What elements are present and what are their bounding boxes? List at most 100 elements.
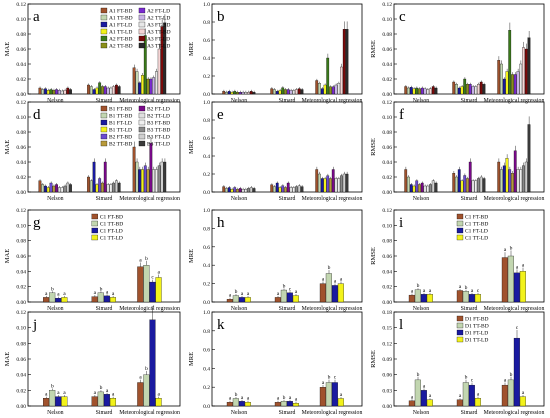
significance-letter: a <box>229 293 232 299</box>
bar <box>420 87 424 95</box>
bar <box>404 86 408 95</box>
bar <box>331 86 335 95</box>
bar <box>474 180 478 193</box>
bar <box>334 84 338 95</box>
bar <box>474 398 481 407</box>
category-label: Nelson <box>231 196 248 202</box>
bar <box>252 92 256 95</box>
bar <box>468 84 472 95</box>
y-tick-label: 0.2 <box>203 172 210 178</box>
y-tick-label: 0.04 <box>16 160 26 166</box>
legend-swatch <box>100 42 108 49</box>
bar <box>471 180 475 193</box>
bar <box>249 187 253 193</box>
y-tick-label: 0.10 <box>382 17 392 23</box>
bar <box>143 374 150 407</box>
bar <box>52 90 56 95</box>
bar <box>479 176 483 193</box>
bar <box>109 184 113 193</box>
bar <box>474 294 481 303</box>
y-tick-label: 0.00 <box>16 404 26 410</box>
bar <box>49 89 53 95</box>
bar <box>507 255 514 303</box>
category-label: Simard <box>461 410 478 416</box>
category-label: Meteorological regression <box>302 98 363 104</box>
panel-letter: a <box>33 9 40 25</box>
significance-letter: b <box>235 392 238 398</box>
y-tick-label: 0.04 <box>382 269 392 275</box>
bar <box>326 175 330 193</box>
bar <box>55 396 62 407</box>
significance-letter: b <box>465 285 468 291</box>
bar <box>101 86 104 95</box>
significance-letter: a <box>295 397 298 403</box>
y-tick-label: 0.4 <box>203 56 210 62</box>
bar <box>429 88 432 95</box>
y-tick-label: 0.10 <box>382 223 392 229</box>
significance-letter: b <box>328 375 331 381</box>
y-tick-label: 0.10 <box>16 115 26 121</box>
bar <box>340 175 343 193</box>
y-tick-label: 0.04 <box>16 269 26 275</box>
bar <box>232 295 239 303</box>
legend-label: B2 FT-LD <box>147 107 170 113</box>
legend-swatch <box>138 140 146 147</box>
y-tick-label: 1.0 <box>203 2 210 8</box>
category-label: Simard <box>461 196 478 202</box>
bar <box>423 88 427 95</box>
bar <box>412 88 416 95</box>
bar <box>244 297 251 303</box>
significance-letter: b <box>510 245 513 251</box>
y-tick-label: 0.06 <box>382 254 392 260</box>
bar <box>466 178 469 193</box>
category-label: Meteorological regression <box>484 410 545 416</box>
y-tick-label: 0.06 <box>382 373 392 379</box>
bar <box>278 90 282 95</box>
legend-swatch <box>456 329 464 336</box>
legend-label: B3 TT-BD <box>147 128 170 134</box>
category-label: Nelson <box>413 306 430 312</box>
bar <box>342 173 346 193</box>
y-tick-label: 0.0 <box>203 92 210 98</box>
bar <box>135 161 139 193</box>
category-label: Nelson <box>231 98 248 104</box>
y-axis-label: RMSE <box>370 247 377 265</box>
bar <box>331 382 338 407</box>
bar <box>226 299 233 303</box>
bar <box>462 291 469 303</box>
y-tick-label: 1.0 <box>203 310 210 316</box>
bar <box>273 89 276 95</box>
bar <box>455 84 458 95</box>
significance-letter: a <box>112 291 115 297</box>
bar <box>479 81 483 95</box>
bar <box>89 180 93 193</box>
category-label: Simard <box>461 98 478 104</box>
category-label: Simard <box>96 98 113 104</box>
bar <box>230 92 234 95</box>
bar <box>270 184 274 193</box>
legend-label: A2 FT-LD <box>147 9 170 15</box>
bar <box>143 165 147 193</box>
legend-label: C1 TT-BD <box>465 222 488 228</box>
category-label: Simard <box>96 410 113 416</box>
legend-swatch <box>138 133 146 140</box>
bar <box>456 399 463 407</box>
y-tick-label: 0.02 <box>16 388 26 394</box>
bar <box>60 90 64 95</box>
bar <box>87 84 90 95</box>
bar <box>286 89 290 95</box>
bar <box>247 188 250 193</box>
bar <box>63 90 67 95</box>
legend-label: C1 FT-BD <box>100 215 123 221</box>
legend-label: A2 TT-LD <box>147 16 170 22</box>
bar <box>319 387 326 407</box>
bar <box>44 88 47 95</box>
significance-letter: c <box>334 375 337 381</box>
y-tick-label: 0.12 <box>382 208 392 214</box>
y-axis-label: MRE <box>188 352 195 366</box>
bar <box>274 297 281 303</box>
bar <box>323 178 327 193</box>
significance-letter: b <box>283 284 286 290</box>
